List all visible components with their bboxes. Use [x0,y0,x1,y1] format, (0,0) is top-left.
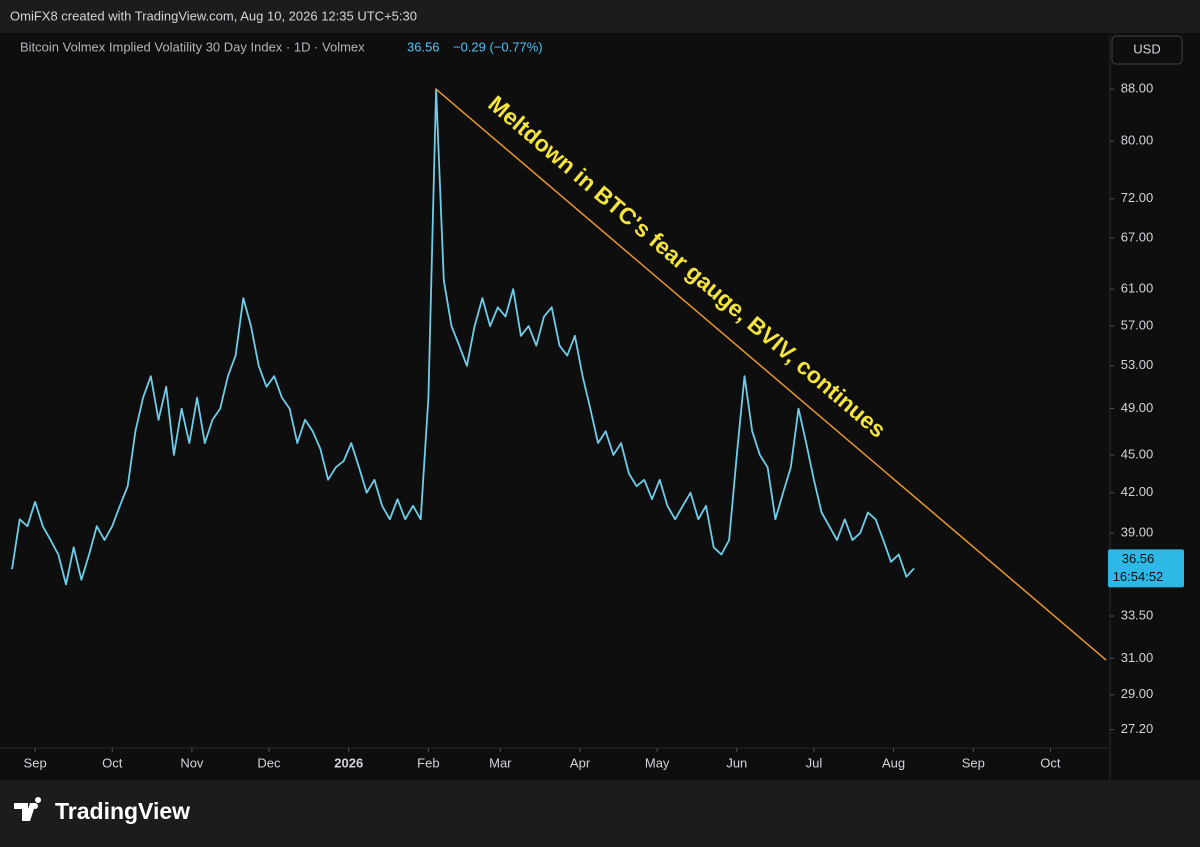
x-tick-label: 2026 [334,755,363,770]
x-tick-label: Dec [257,755,281,770]
x-tick-label: Sep [24,755,47,770]
price-line [11,88,915,586]
y-tick-label: 31.00 [1121,650,1154,665]
last-price: 36.56 [407,39,440,54]
currency-label[interactable]: USD [1133,41,1160,56]
x-tick-label: Jun [726,755,747,770]
price-tag-countdown: 16:54:52 [1113,569,1164,584]
y-tick-label: 39.00 [1121,525,1154,540]
brand-name: TradingView [55,798,190,824]
brand-logo [14,797,42,821]
price-tag [1108,549,1184,588]
x-tick-label: Apr [570,755,591,770]
y-tick-label: 45.00 [1121,446,1154,461]
x-tick-label: May [645,755,670,770]
price-tag-value: 36.56 [1122,551,1155,566]
price-change: −0.29 (−0.77%) [453,39,543,54]
y-tick-label: 88.00 [1121,81,1154,96]
y-tick-label: 67.00 [1121,229,1154,244]
y-tick-label: 80.00 [1121,133,1154,148]
symbol-title: Bitcoin Volmex Implied Volatility 30 Day… [20,39,365,54]
currency-button[interactable] [1111,35,1183,65]
x-tick-label: Feb [417,755,439,770]
credit: OmiFX8 created with TradingView.com, Aug… [10,8,417,23]
y-tick-label: 72.00 [1121,190,1154,205]
y-tick-label: 42.00 [1121,484,1154,499]
x-tick-label: Oct [102,755,123,770]
y-tick-label: 27.20 [1121,721,1154,736]
x-tick-label: Sep [962,755,985,770]
y-tick-label: 57.00 [1121,318,1154,333]
y-tick-label: 53.00 [1121,357,1154,372]
x-tick-label: Mar [489,755,512,770]
chart-pane [0,33,1200,780]
x-tick-label: Oct [1040,755,1061,770]
y-tick-label: 29.00 [1121,686,1154,701]
x-tick-label: Jul [806,755,823,770]
trendline [435,88,1107,661]
x-tick-label: Aug [882,755,905,770]
y-tick-label: 61.00 [1121,281,1154,296]
x-tick-label: Nov [180,755,204,770]
y-tick-label: 33.50 [1121,607,1154,622]
y-tick-label: 49.00 [1121,400,1154,415]
